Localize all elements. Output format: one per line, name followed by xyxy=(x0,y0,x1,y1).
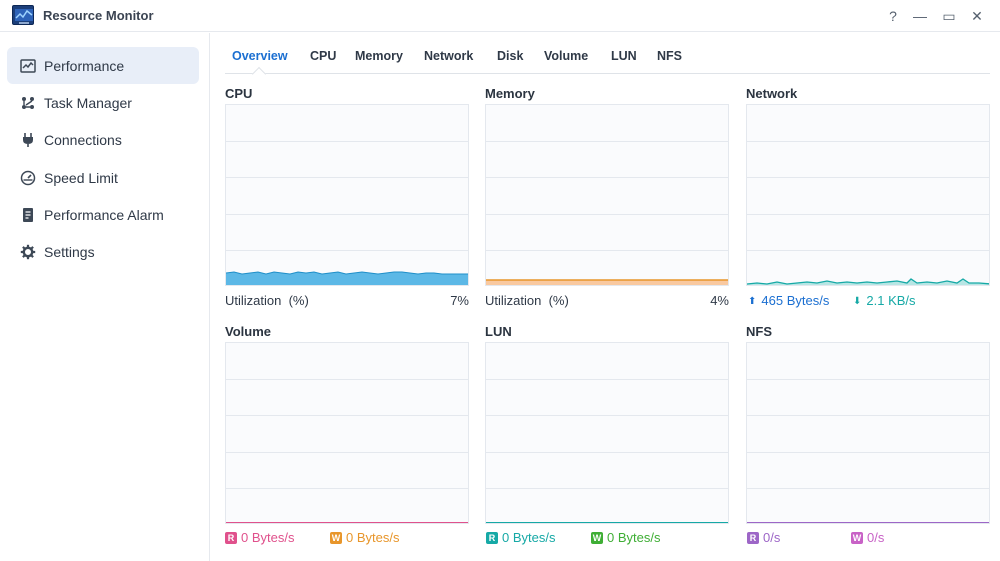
memory-utilization-value: 4% xyxy=(710,293,729,308)
volume-write-value: 0 Bytes/s xyxy=(346,530,400,545)
gauge-icon xyxy=(20,170,36,186)
plug-icon xyxy=(20,132,36,148)
nfs-read: R 0/s xyxy=(747,530,780,545)
cpu-chart[interactable] xyxy=(225,104,469,286)
lun-chart[interactable] xyxy=(485,342,729,524)
sidebar-item-label: Settings xyxy=(44,243,95,260)
memory-chart[interactable] xyxy=(485,104,729,286)
read-badge: R xyxy=(225,532,237,544)
sidebar-item-label: Performance Alarm xyxy=(44,206,164,223)
volume-read-value: 0 Bytes/s xyxy=(241,530,295,545)
lun-panel-title: LUN xyxy=(485,324,512,339)
write-badge: W xyxy=(851,532,863,544)
sidebar-item-performance[interactable]: Performance xyxy=(7,47,199,84)
lun-write: W 0 Bytes/s xyxy=(591,530,660,545)
cpu-utilization-value: 7% xyxy=(450,293,469,308)
nfs-chart[interactable] xyxy=(746,342,990,524)
sidebar-item-label: Task Manager xyxy=(44,94,132,111)
sidebar-item-performance-alarm[interactable]: Performance Alarm xyxy=(7,196,199,233)
sidebar-item-task-manager[interactable]: Task Manager xyxy=(7,84,199,121)
lun-write-value: 0 Bytes/s xyxy=(607,530,661,545)
upload-arrow-icon: ⬆ xyxy=(748,296,757,307)
nfs-write-value: 0/s xyxy=(867,530,885,545)
help-icon: ? xyxy=(889,8,897,24)
cpu-metric-label: Utilization (%) xyxy=(225,293,309,308)
memory-metric-unit: (%) xyxy=(548,293,569,308)
cpu-metric-name: Utilization xyxy=(225,293,282,308)
nfs-baseline xyxy=(747,521,989,523)
memory-panel-title: Memory xyxy=(485,86,535,101)
volume-baseline xyxy=(226,521,468,523)
read-badge: R xyxy=(486,532,498,544)
volume-panel-title: Volume xyxy=(225,324,271,339)
nfs-write: W 0/s xyxy=(851,530,884,545)
network-panel-title: Network xyxy=(746,86,798,101)
lun-read: R 0 Bytes/s xyxy=(486,530,555,545)
tab-overview[interactable]: Overview xyxy=(232,49,288,63)
tab-bar: Overview CPU Memory Network Disk Volume … xyxy=(225,44,990,74)
memory-metric-name: Utilization xyxy=(485,293,542,308)
tab-memory[interactable]: Memory xyxy=(355,49,403,63)
tab-cpu[interactable]: CPU xyxy=(310,49,337,63)
download-arrow-icon: ⬇ xyxy=(853,296,862,307)
tab-disk[interactable]: Disk xyxy=(497,49,524,63)
write-badge: W xyxy=(591,532,603,544)
close-icon: ✕ xyxy=(971,7,983,24)
network-chart[interactable] xyxy=(746,104,990,286)
memory-usage-area xyxy=(486,279,728,285)
volume-write: W 0 Bytes/s xyxy=(330,530,399,545)
cpu-usage-area xyxy=(226,271,468,285)
help-button[interactable]: ? xyxy=(883,6,903,26)
close-button[interactable]: ✕ xyxy=(967,6,987,26)
write-badge: W xyxy=(330,532,342,544)
network-traffic-lines xyxy=(747,278,989,285)
volume-chart[interactable] xyxy=(225,342,469,524)
minimize-icon: — xyxy=(913,8,927,24)
sidebar-item-label: Performance xyxy=(44,57,125,74)
network-upload-value: 465 Bytes/s xyxy=(761,293,830,308)
tab-nfs[interactable]: NFS xyxy=(657,49,682,63)
nfs-panel-title: NFS xyxy=(746,324,772,339)
memory-metric-label: Utilization (%) xyxy=(485,293,569,308)
cpu-panel-title: CPU xyxy=(225,86,253,101)
volume-read: R 0 Bytes/s xyxy=(225,530,294,545)
sidebar-item-connections[interactable]: Connections xyxy=(7,121,199,158)
gear-icon xyxy=(20,244,36,260)
sidebar-item-label: Connections xyxy=(44,131,122,148)
lun-baseline xyxy=(486,521,728,523)
tab-lun[interactable]: LUN xyxy=(611,49,637,63)
sidebar-item-label: Speed Limit xyxy=(44,169,118,186)
resource-monitor-app-icon xyxy=(12,5,34,25)
sidebar-item-speed-limit[interactable]: Speed Limit xyxy=(7,159,199,196)
sidebar-item-settings[interactable]: Settings xyxy=(7,233,199,270)
read-badge: R xyxy=(747,532,759,544)
tab-volume[interactable]: Volume xyxy=(544,49,589,63)
nfs-read-value: 0/s xyxy=(763,530,781,545)
maximize-button[interactable]: ▭ xyxy=(939,6,959,26)
alarm-icon xyxy=(20,207,36,223)
title-bar: Resource Monitor ? — ▭ ✕ xyxy=(0,0,1000,32)
task-manager-icon xyxy=(20,95,36,111)
lun-read-value: 0 Bytes/s xyxy=(502,530,556,545)
cpu-metric-unit: (%) xyxy=(288,293,309,308)
minimize-button[interactable]: — xyxy=(910,6,930,26)
network-upload: ⬆ 465 Bytes/s xyxy=(748,293,829,308)
network-download: ⬇ 2.1 KB/s xyxy=(853,293,916,308)
tab-network[interactable]: Network xyxy=(424,49,474,63)
window-title: Resource Monitor xyxy=(43,8,154,23)
network-download-value: 2.1 KB/s xyxy=(866,293,916,308)
performance-icon xyxy=(20,58,36,74)
maximize-icon: ▭ xyxy=(942,7,956,24)
sidebar: Performance Task Manager Connections Spe… xyxy=(0,33,210,561)
